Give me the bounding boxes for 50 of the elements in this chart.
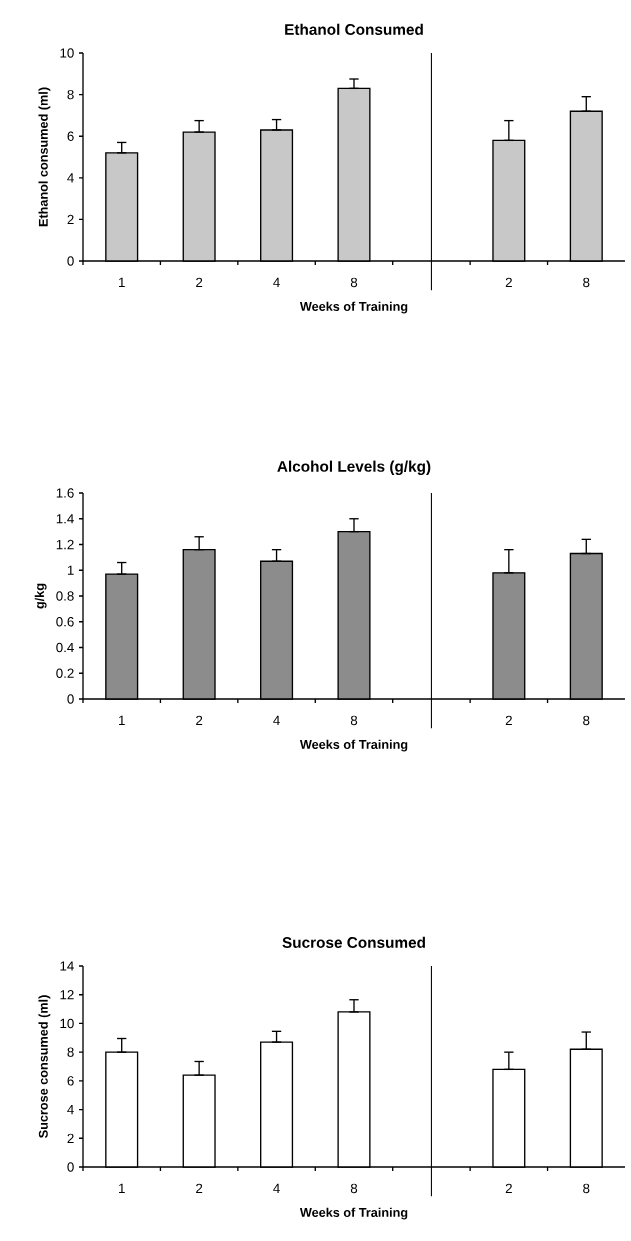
x-axis-title: Weeks of Training [299,739,408,752]
x-tick-label: 2 [505,277,512,288]
y-tick-label: 1.6 [56,488,74,498]
y-tick-label: 4 [67,173,74,183]
y-axis-title: g/kg [34,583,47,609]
y-tick-label: 10 [60,1018,74,1029]
x-tick-label: 2 [196,1183,203,1194]
y-tick-label: 10 [60,48,74,58]
x-tick-label: 8 [350,277,358,288]
x-tick-label: 2 [505,715,512,726]
y-tick-label: 0.4 [56,642,74,653]
y-tick-label: 2 [67,214,74,225]
y-axis-title: Ethanol consumed (ml) [38,87,51,227]
chart-title: Ethanol Consumed [285,23,423,35]
y-tick-label: 1 [67,565,74,575]
x-tick-label: 8 [350,715,358,726]
x-tick-label: 2 [505,1183,512,1194]
y-tick-label: 8 [67,89,74,100]
x-axis-title: Weeks of Training [299,301,408,314]
x-tick-label: 8 [583,1183,590,1194]
y-tick-label: 0.2 [56,668,74,678]
x-tick-label: 4 [273,277,280,287]
y-tick-label: 0 [67,1162,74,1172]
y-tick-label: 0.6 [56,617,74,627]
y-tick-label: 6 [67,1076,74,1086]
x-tick-label: 8 [583,277,590,288]
x-tick-label: 1 [119,1183,125,1193]
x-tick-label: 1 [119,277,125,287]
y-tick-label: 0 [67,256,74,266]
y-tick-label: 8 [67,1047,74,1057]
x-tick-label: 2 [196,715,203,726]
chart-title: Alcohol Levels (g/kg) [277,460,431,475]
x-tick-label: 1 [119,715,125,725]
y-tick-label: 6 [67,131,74,141]
x-tick-label: 4 [273,715,280,725]
x-tick-label: 8 [583,715,590,726]
y-axis-title: Sucrose consumed (ml) [38,995,51,1138]
y-tick-label: 14 [60,961,74,971]
x-axis-title: Weeks of Training [299,1207,408,1220]
y-tick-label: 2 [67,1133,74,1143]
y-tick-label: 1.2 [56,539,74,550]
y-tick-label: 4 [67,1104,74,1115]
y-tick-label: 1.4 [56,514,74,524]
y-tick-label: 12 [60,990,74,1000]
x-tick-label: 8 [350,1183,358,1194]
y-tick-label: 0.8 [56,591,74,601]
x-tick-label: 4 [273,1183,280,1193]
chart-title: Sucrose Consumed [282,936,425,948]
x-tick-label: 2 [196,277,203,288]
y-tick-label: 0 [67,694,74,704]
